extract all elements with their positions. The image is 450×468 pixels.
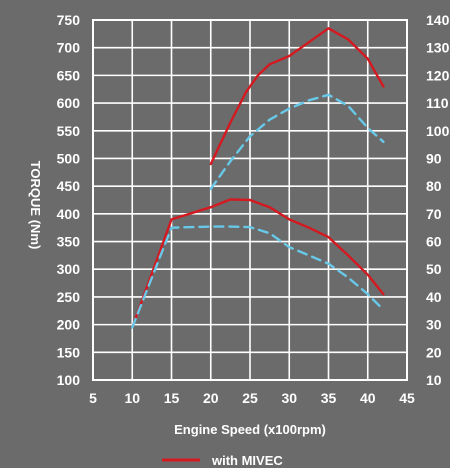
y-tick-label: 300 bbox=[57, 261, 81, 277]
y2-tick-label: 20 bbox=[426, 344, 442, 360]
y-tick-label: 450 bbox=[57, 178, 81, 194]
power-solid-series-line bbox=[209, 27, 385, 166]
torque-dashed-series-line bbox=[131, 225, 385, 329]
y-tick-label: 350 bbox=[57, 234, 81, 250]
y2-tick-label: 80 bbox=[426, 178, 442, 194]
y2-tick-label: 40 bbox=[426, 289, 442, 305]
y-tick-label: 750 bbox=[57, 12, 81, 28]
y2-tick-label: 100 bbox=[426, 123, 450, 139]
y2-tick-label: 140 bbox=[426, 12, 450, 28]
plot-border bbox=[92, 19, 408, 381]
y2-tick-label: 60 bbox=[426, 234, 442, 250]
series-lines bbox=[131, 27, 385, 329]
y2-tick-label: 90 bbox=[426, 150, 442, 166]
y-tick-label: 600 bbox=[57, 95, 81, 111]
y-axis-title: TORQUE (Nm) bbox=[28, 161, 43, 250]
y-tick-label: 250 bbox=[57, 289, 81, 305]
x-tick-label: 15 bbox=[164, 390, 180, 406]
y2-tick-label: 130 bbox=[426, 40, 450, 56]
torque-solid-series-line bbox=[131, 198, 385, 329]
y-tick-label: 650 bbox=[57, 67, 81, 83]
x-tick-label: 40 bbox=[360, 390, 376, 406]
y2-tick-label: 30 bbox=[426, 317, 442, 333]
y-tick-label: 500 bbox=[57, 150, 81, 166]
x-tick-label: 5 bbox=[89, 390, 97, 406]
y2-tick-label: 110 bbox=[426, 95, 449, 111]
y-tick-label: 400 bbox=[57, 206, 81, 222]
y2-tick-label: 50 bbox=[426, 261, 442, 277]
y-tick-label: 200 bbox=[57, 317, 81, 333]
y-tick-label: 150 bbox=[57, 344, 81, 360]
y-tick-label: 700 bbox=[57, 40, 81, 56]
legend-label-with-mivec: with MIVEC bbox=[211, 453, 283, 468]
x-tick-label: 25 bbox=[242, 390, 258, 406]
y-tick-label: 550 bbox=[57, 123, 81, 139]
y2-tick-label: 10 bbox=[426, 372, 442, 388]
legend: with MIVEC bbox=[162, 453, 283, 468]
tick-labels: 5 10 15 20 25 30 35 40 45 100 150 200 250 300 350 400 45… bbox=[57, 12, 450, 406]
x-tick-label: 10 bbox=[124, 390, 140, 406]
x-tick-label: 20 bbox=[203, 390, 219, 406]
x-tick-label: 45 bbox=[399, 390, 415, 406]
y2-tick-label: 70 bbox=[426, 206, 442, 222]
plot-frame bbox=[92, 19, 408, 381]
x-tick-label: 30 bbox=[281, 390, 297, 406]
x-axis-title: Engine Speed (x100rpm) bbox=[174, 422, 326, 437]
x-tick-label: 35 bbox=[321, 390, 337, 406]
y-tick-label: 100 bbox=[57, 372, 81, 388]
power-dashed-series-line bbox=[209, 93, 385, 191]
y2-tick-label: 120 bbox=[426, 67, 450, 83]
